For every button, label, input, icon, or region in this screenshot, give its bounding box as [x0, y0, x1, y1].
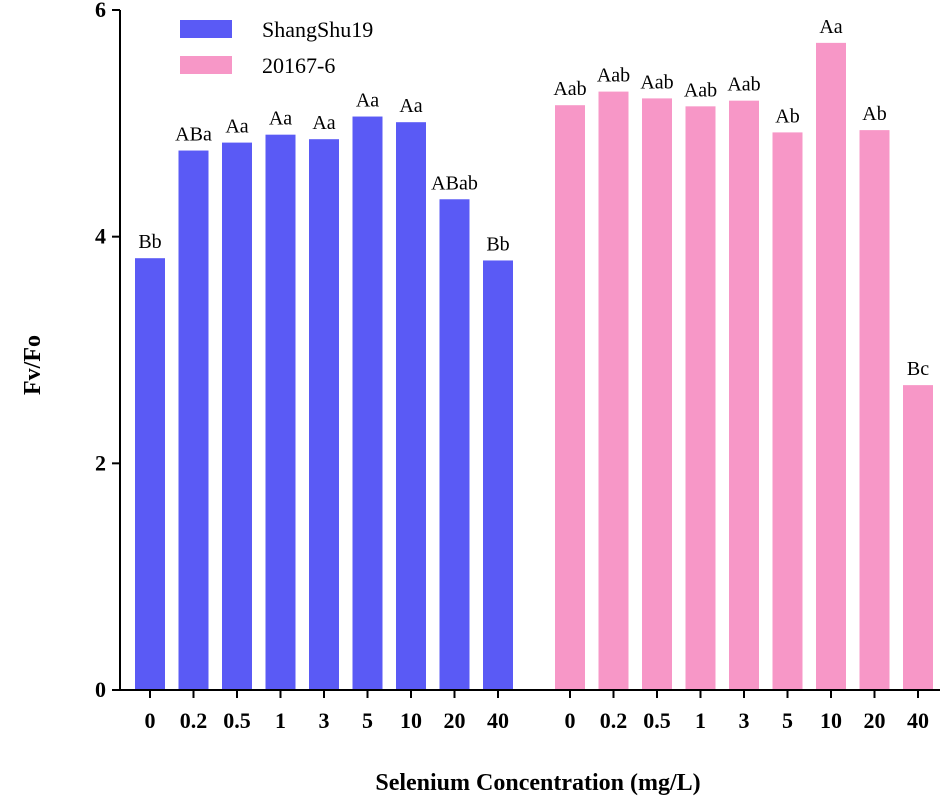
bar-significance-label: Bb: [138, 231, 161, 253]
bar-significance-label: Aab: [640, 71, 673, 93]
legend: ShangShu19 20167-6: [180, 17, 373, 78]
x-tick-label: 5: [362, 708, 373, 733]
bar: [439, 199, 470, 690]
bar-significance-label: Ab: [862, 103, 886, 125]
bar-significance-label: Aab: [597, 65, 630, 87]
bar-significance-label: Bc: [907, 358, 929, 380]
bar: [729, 100, 759, 690]
bar: [222, 142, 252, 691]
bar: [178, 150, 209, 691]
bar: [352, 116, 383, 691]
x-axis-title: Selenium Concentration (mg/L): [375, 770, 700, 796]
x-tick-label: 0.5: [643, 708, 671, 733]
bar-significance-label: Aa: [269, 108, 292, 130]
bar-significance-label: Aab: [684, 79, 717, 101]
y-ticks: 0 2 4 6: [95, 0, 120, 702]
x-tick-label: 0: [145, 708, 156, 733]
bar: [555, 105, 585, 690]
bar: [903, 385, 933, 690]
y-tick-label: 2: [95, 450, 106, 475]
x-tick-label: 10: [400, 708, 422, 733]
x-ticks: 0 0.2 0.5 1 3 5 10 20 40 0 0.2 0.5 1 3 5 10 20 40: [145, 690, 929, 733]
bar: [859, 130, 890, 691]
bar: [135, 258, 165, 690]
x-tick-label: 20: [864, 708, 886, 733]
y-axis-title: Fv/Fo: [20, 335, 46, 395]
bar-significance-label: ABab: [431, 172, 478, 194]
y-tick-label: 6: [95, 0, 106, 22]
bar-significance-label: Bb: [486, 233, 509, 255]
y-tick-label: 0: [95, 677, 106, 702]
bar-labels-layer: Bb ABa Aa Aa Aa Aa Aa ABab Bb Aab Aab Aab Aab Aab Ab Aa…: [138, 16, 929, 380]
x-tick-label: 20: [444, 708, 466, 733]
legend-label: 20167-6: [262, 53, 335, 78]
bar: [685, 106, 716, 691]
x-tick-label: 5: [782, 708, 793, 733]
legend-label: ShangShu19: [262, 17, 373, 42]
x-tick-label: 0.2: [600, 708, 628, 733]
legend-swatch: [180, 20, 232, 38]
x-tick-label: 0.5: [223, 708, 251, 733]
bars-layer: [135, 42, 933, 691]
bar-significance-label: Aa: [225, 116, 248, 138]
bar-significance-label: Aa: [819, 16, 842, 38]
x-tick-label: 10: [820, 708, 842, 733]
bar: [396, 122, 426, 690]
bar-significance-label: Aab: [553, 78, 586, 100]
legend-swatch: [180, 56, 232, 74]
x-tick-label: 40: [487, 708, 509, 733]
bar-significance-label: Aa: [312, 112, 335, 134]
bar-significance-label: Aa: [399, 95, 422, 117]
bar-significance-label: Aab: [727, 74, 760, 96]
bar-significance-label: Ab: [775, 105, 799, 127]
bar: [642, 98, 672, 690]
bar: [598, 91, 629, 691]
bar: [309, 139, 339, 690]
bar: [265, 134, 296, 690]
x-tick-label: 40: [907, 708, 929, 733]
bar-significance-label: Aa: [356, 90, 379, 112]
x-tick-label: 3: [319, 708, 330, 733]
x-tick-label: 0: [565, 708, 576, 733]
bar: [483, 260, 513, 690]
x-tick-label: 3: [739, 708, 750, 733]
x-tick-label: 1: [275, 708, 286, 733]
x-tick-label: 0.2: [180, 708, 208, 733]
bar: [816, 42, 846, 691]
bar: [772, 132, 803, 690]
x-tick-label: 1: [695, 708, 706, 733]
bar-significance-label: ABa: [175, 124, 212, 146]
y-tick-label: 4: [95, 224, 106, 249]
